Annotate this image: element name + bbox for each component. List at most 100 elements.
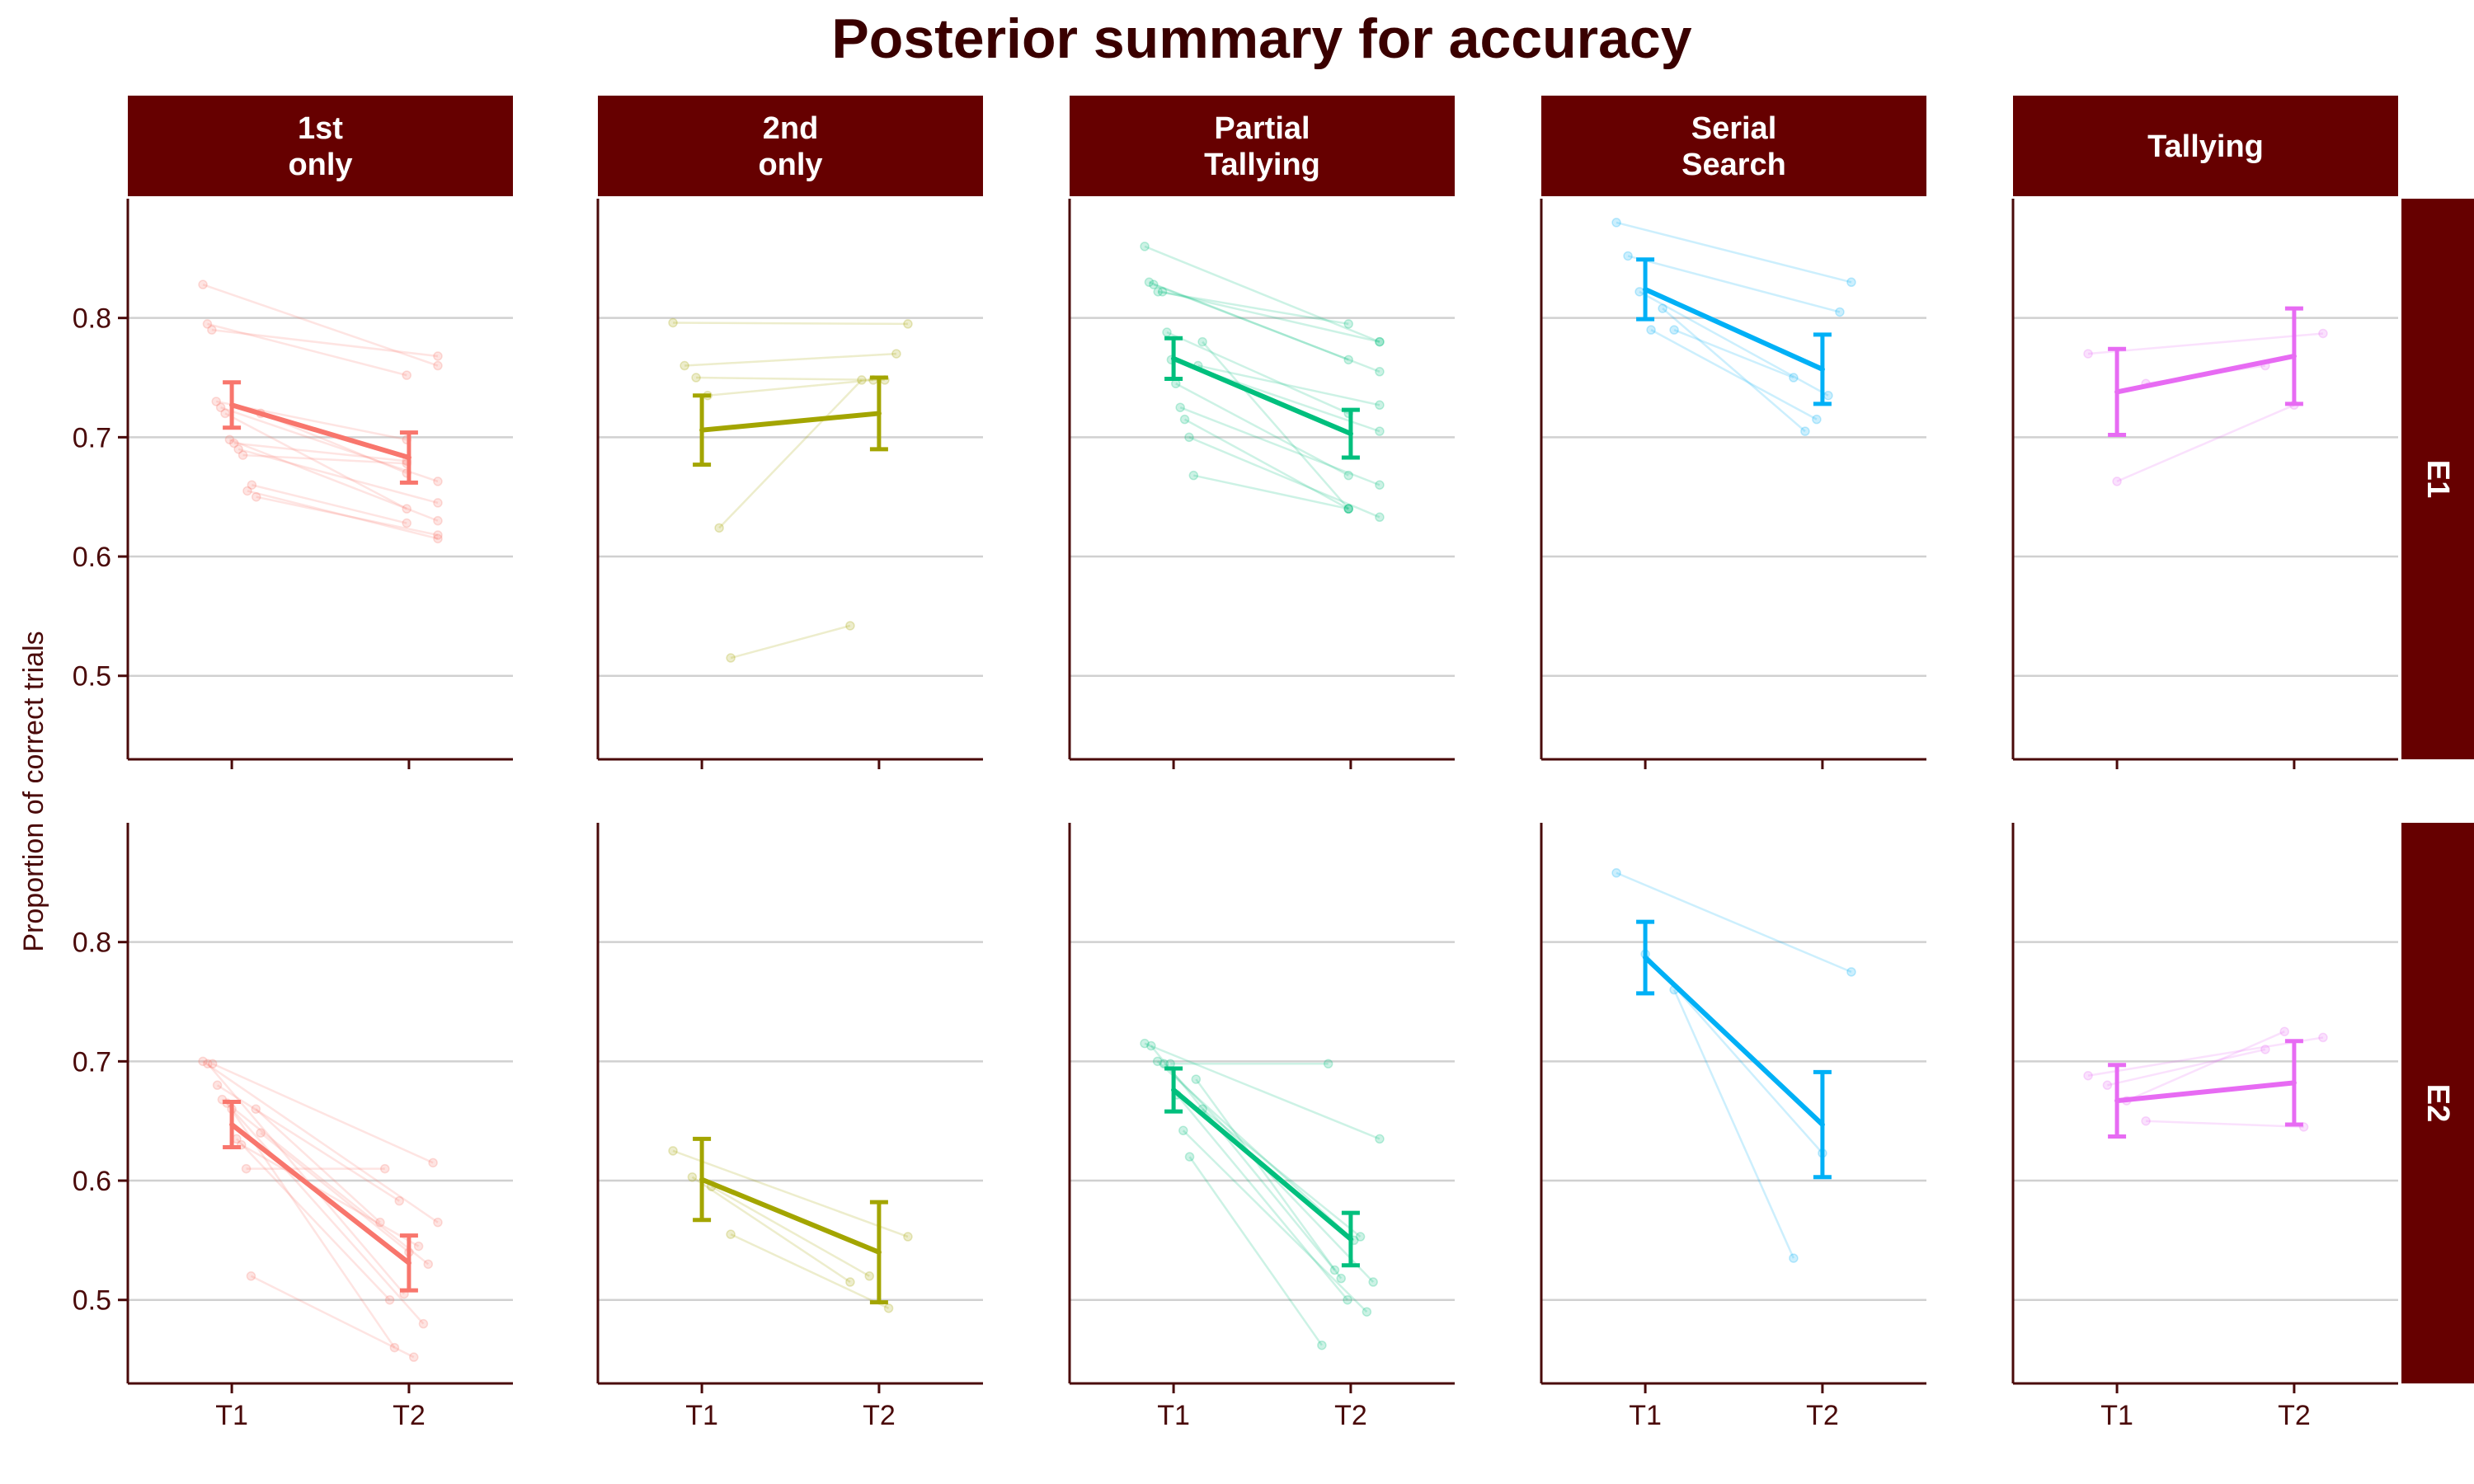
participant-line-e1-partial-tallying (1179, 406, 1380, 486)
participant-line-e1-2nd-only (718, 379, 863, 529)
participant-line-e1-2nd-only (684, 352, 896, 367)
participant-point-e1-partial-tallying (1343, 470, 1353, 481)
participant-point-e1-partial-tallying (1153, 287, 1163, 297)
participant-point-e2-partial-tallying (1140, 1038, 1150, 1049)
participant-point-e2-tallying (2318, 1032, 2328, 1043)
error-bar-e2-partial-tallying-t2 (1341, 1210, 1360, 1268)
participant-point-e1-1st-only (215, 402, 226, 412)
participant-line-e2-partial-tallying (1144, 1042, 1380, 1140)
participant-line-e1-partial-tallying (1144, 245, 1380, 343)
participant-point-e2-serial-search (1611, 868, 1621, 878)
participant-point-e2-1st-only (384, 1294, 395, 1305)
participant-point-e1-serial-search (1812, 414, 1822, 425)
row-strip-e1 (2401, 199, 2474, 759)
chart-title: Posterior summary for accuracy (831, 7, 1691, 70)
participant-point-e1-serial-search (1846, 277, 1856, 288)
x-tick-label-partial-tallying: T1 (1157, 1400, 1190, 1431)
y-tick-label-e2: 0.7 (73, 1046, 111, 1078)
participant-point-e1-2nd-only (714, 523, 724, 533)
participant-line-e1-2nd-only (730, 624, 851, 660)
participant-point-e1-1st-only (238, 450, 248, 460)
participant-point-e1-2nd-only (680, 360, 689, 371)
participant-line-e1-1st-only (202, 283, 439, 367)
participant-line-e2-serial-search (1672, 989, 1795, 1259)
facet-strip-label-tallying-1: Tallying (2147, 129, 2264, 164)
participant-point-e1-2nd-only (857, 375, 867, 385)
participant-point-e1-tallying (2083, 349, 2093, 359)
participant-point-e2-partial-tallying (1317, 1340, 1327, 1350)
participant-point-e2-tallying (2279, 1026, 2289, 1036)
participant-line-e1-1st-only (247, 490, 439, 540)
participant-point-e1-1st-only (233, 444, 243, 454)
mean-line-e1-1st-only (229, 402, 412, 460)
error-bar-e1-partial-tallying-t1 (1164, 336, 1183, 381)
participant-point-e2-partial-tallying (1184, 1152, 1195, 1162)
participant-line-e2-partial-tallying (1176, 1094, 1348, 1301)
participant-point-e1-2nd-only (668, 317, 678, 328)
participant-point-e1-2nd-only (726, 653, 736, 663)
participant-point-e2-partial-tallying (1375, 1134, 1385, 1144)
participant-line-e2-partial-tallying (1182, 1129, 1368, 1313)
participant-point-e1-1st-only (247, 480, 257, 490)
error-bar-e1-serial-search-t2 (1813, 332, 1832, 406)
participant-line-e1-1st-only (228, 439, 439, 522)
facet-strip-label-serial-search-2: Search (1681, 148, 1786, 182)
facet-strip-label-1st-only-1: 1st (298, 111, 343, 146)
x-tick-label-tallying: T1 (2100, 1400, 2133, 1431)
participant-line-e2-1st-only (255, 1108, 381, 1223)
error-bar-e1-1st-only-t2 (399, 430, 418, 485)
participant-point-e1-partial-tallying (1375, 336, 1385, 347)
participant-point-e2-partial-tallying (1178, 1125, 1188, 1136)
participant-point-e1-serial-search (1823, 390, 1833, 401)
participant-point-e2-partial-tallying (1159, 1059, 1169, 1069)
error-bar-e1-partial-tallying-t2 (1341, 407, 1360, 460)
participant-point-e2-2nd-only (883, 1303, 894, 1313)
participant-line-e2-partial-tallying (1188, 1156, 1323, 1346)
mean-line-e2-1st-only (229, 1122, 412, 1266)
participant-point-e2-1st-only (389, 1342, 400, 1353)
participant-line-e1-2nd-only (707, 378, 874, 397)
y-tick-label-e2: 0.6 (73, 1166, 111, 1197)
x-tick-label-2nd-only: T1 (685, 1400, 718, 1431)
participant-point-e1-serial-search (1646, 325, 1656, 335)
participant-point-e2-1st-only (413, 1241, 424, 1252)
participant-line-e1-1st-only (252, 484, 407, 524)
participant-point-e2-1st-only (212, 1080, 223, 1091)
participant-point-e2-1st-only (428, 1158, 438, 1168)
x-tick-label-1st-only: T1 (215, 1400, 248, 1431)
participant-point-e1-serial-search (1835, 307, 1845, 317)
x-tick-label-2nd-only: T2 (863, 1400, 896, 1431)
participant-line-e1-2nd-only (673, 322, 908, 326)
participant-line-e1-serial-search (1627, 255, 1841, 313)
participant-point-e2-1st-only (256, 1128, 266, 1138)
participant-point-e2-partial-tallying (1191, 1074, 1202, 1084)
participant-point-e1-1st-only (433, 515, 443, 526)
participant-point-e1-partial-tallying (1140, 242, 1150, 251)
participant-line-e2-1st-only (202, 1060, 439, 1223)
participant-point-e1-partial-tallying (1343, 504, 1353, 514)
error-bar-e2-tallying-t2 (2284, 1039, 2303, 1127)
mean-line-e1-partial-tallying (1171, 355, 1353, 437)
error-bar-e2-serial-search-t1 (1636, 919, 1655, 996)
mean-line-e1-serial-search (1643, 286, 1825, 372)
participant-point-e2-2nd-only (668, 1146, 678, 1156)
participant-line-e2-2nd-only (691, 1176, 851, 1284)
participant-point-e2-1st-only (241, 1163, 252, 1174)
participant-point-e1-1st-only (242, 486, 252, 496)
participant-point-e1-partial-tallying (1375, 367, 1385, 377)
participant-point-e1-partial-tallying (1149, 279, 1159, 289)
facet-strip-tallying (2013, 96, 2398, 196)
participant-point-e1-partial-tallying (1197, 336, 1207, 347)
participant-line-e1-serial-search (1673, 328, 1794, 379)
error-bar-e2-1st-only-t1 (223, 1100, 242, 1150)
participant-point-e2-2nd-only (726, 1229, 736, 1239)
x-tick-label-serial-search: T2 (1806, 1400, 1839, 1431)
participant-line-e2-serial-search (1616, 871, 1852, 974)
participant-line-e1-partial-tallying (1162, 290, 1380, 343)
mean-line-e1-tallying (2114, 353, 2297, 395)
error-bar-e2-2nd-only-t2 (869, 1200, 888, 1305)
participant-line-e1-1st-only (238, 448, 439, 505)
participant-line-e2-partial-tallying (1202, 1108, 1362, 1238)
mean-line-e2-tallying (2114, 1080, 2297, 1104)
